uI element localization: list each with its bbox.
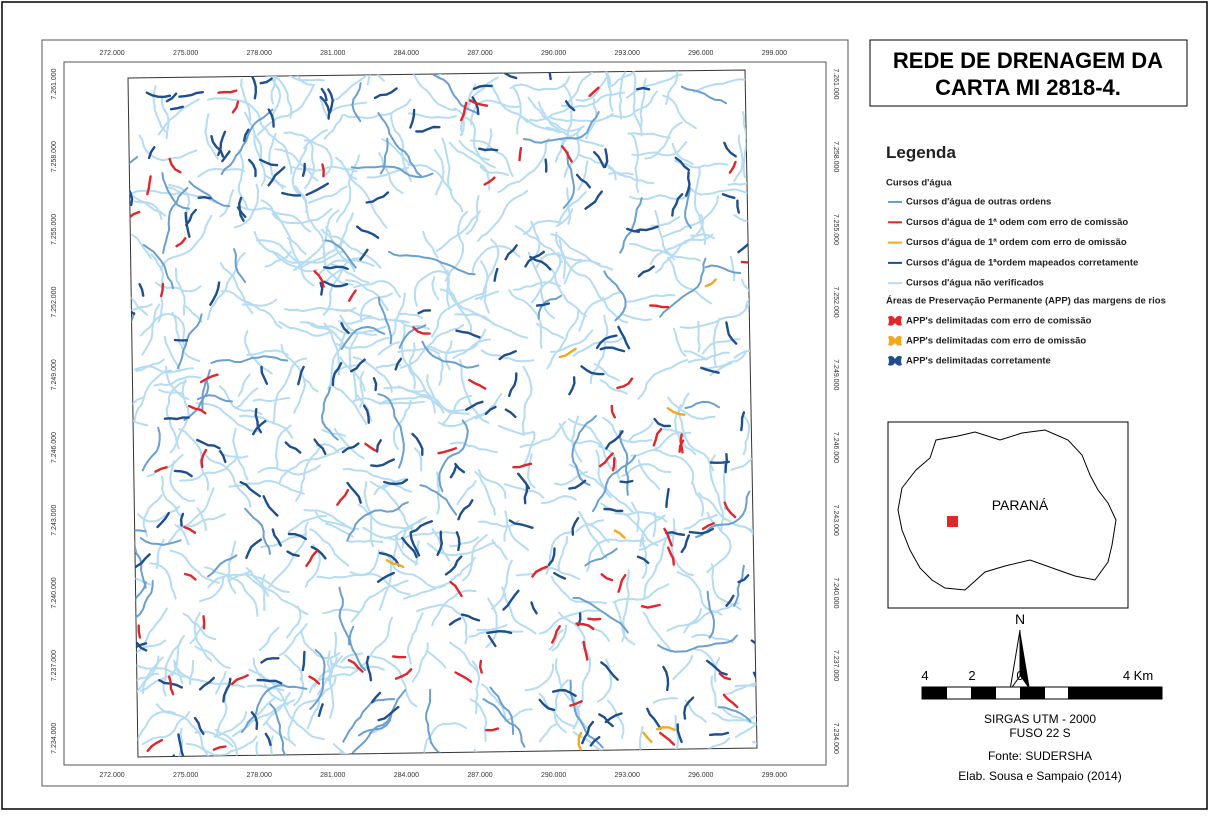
y-coord-label: 7.261.000 [51,68,58,99]
x-coord-label: 275.000 [173,772,198,779]
stream [588,619,600,620]
credit: SIRGAS UTM - 2000 [984,712,1096,726]
legend-item: Cursos d'água não verificados [906,278,1044,289]
y-coord-label: 7.255.000 [51,214,58,245]
x-coord-label: 278.000 [247,50,272,57]
legend-title: Legenda [886,143,956,162]
stream [520,148,521,160]
credit: Fonte: SUDERSHA [988,749,1092,763]
x-coord-label: 272.000 [99,772,124,779]
legend-item: APP's delimitadas com erro de comissão [906,316,1092,327]
credit: FUSO 22 S [1009,726,1070,740]
legend-item: APP's delimitadas corretamente [906,356,1051,367]
x-coord-label: 290.000 [541,50,566,57]
y-coord-label: 7.252.000 [51,286,58,317]
title-line: REDE DE DRENAGEM DA [893,48,1163,73]
scale-label: 2 [968,668,975,683]
stream [613,458,614,470]
y-coord-label: 7.246.000 [51,432,58,463]
x-coord-label: 293.000 [615,772,640,779]
y-coord-label: 7.234.000 [832,723,839,754]
x-coord-label: 299.000 [762,50,787,57]
x-coord-label: 281.000 [320,772,345,779]
stream [479,149,497,151]
x-coord-label: 296.000 [688,50,713,57]
x-coord-label: 284.000 [394,50,419,57]
x-coord-label: 278.000 [247,772,272,779]
stream [199,197,211,198]
title-line: CARTA MI 2818-4. [935,75,1121,100]
scale-bar [922,687,1162,699]
x-coord-label: 272.000 [99,50,124,57]
legend-item: Cursos d'água de outras ordens [906,197,1051,208]
stream [393,657,405,658]
legend-item: Cursos d'água de 1ª odem com erro de com… [906,217,1128,228]
stream [346,541,382,542]
x-coord-label: 296.000 [688,772,713,779]
legend-item: APP's delimitadas com erro de omissão [906,336,1086,347]
y-coord-label: 7.240.000 [51,577,58,608]
x-coord-label: 290.000 [541,772,566,779]
y-coord-label: 7.243.000 [51,505,58,536]
stream [621,481,633,482]
stream [204,616,205,628]
x-coord-label: 287.000 [467,50,492,57]
x-coord-label: 287.000 [467,772,492,779]
y-coord-label: 7.252.000 [832,287,839,318]
x-coord-label: 284.000 [394,772,419,779]
y-coord-label: 7.234.000 [51,723,58,754]
stream [637,88,649,89]
page: 272.000 272.000 275.000 275.000 278.000 278.0… [0,0,1210,812]
y-coord-label: 7.258.000 [832,141,839,172]
legend-heading: Cursos d'água [886,178,952,189]
y-coord-label: 7.240.000 [832,577,839,608]
scale-label: 0 [1016,668,1023,683]
scale-label: 4 Km [1123,668,1153,683]
y-coord-label: 7.261.000 [832,68,839,99]
legend-item: Cursos d'água de 1ªordem mapeados corret… [906,257,1138,268]
stream [322,165,323,177]
x-coord-label: 293.000 [615,50,640,57]
y-coord-label: 7.258.000 [51,141,58,172]
stream [711,462,729,463]
scale-label: 4 [921,668,928,683]
legend-heading: Áreas de Preservação Permanente (APP) da… [886,296,1166,307]
stream [139,626,140,638]
stream [546,160,547,172]
y-coord-label: 7.249.000 [832,359,839,390]
stream [737,201,738,213]
credit: Elab. Sousa e Sampaio (2014) [958,769,1121,783]
x-coord-label: 281.000 [320,50,345,57]
stream [335,633,337,657]
x-coord-label: 299.000 [762,772,787,779]
north-label: N [1015,611,1025,627]
x-coord-label: 275.000 [173,50,198,57]
legend-item: Cursos d'água de 1ª ordem com erro de om… [906,237,1127,248]
y-coord-label: 7.255.000 [832,214,839,245]
stream [165,418,189,419]
inset-label: PARANÁ [992,497,1049,513]
y-coord-label: 7.237.000 [51,650,58,681]
y-coord-label: 7.237.000 [832,650,839,681]
y-coord-label: 7.243.000 [832,505,839,536]
study-area [947,516,958,527]
y-coord-label: 7.249.000 [51,359,58,390]
y-coord-label: 7.246.000 [832,432,839,463]
